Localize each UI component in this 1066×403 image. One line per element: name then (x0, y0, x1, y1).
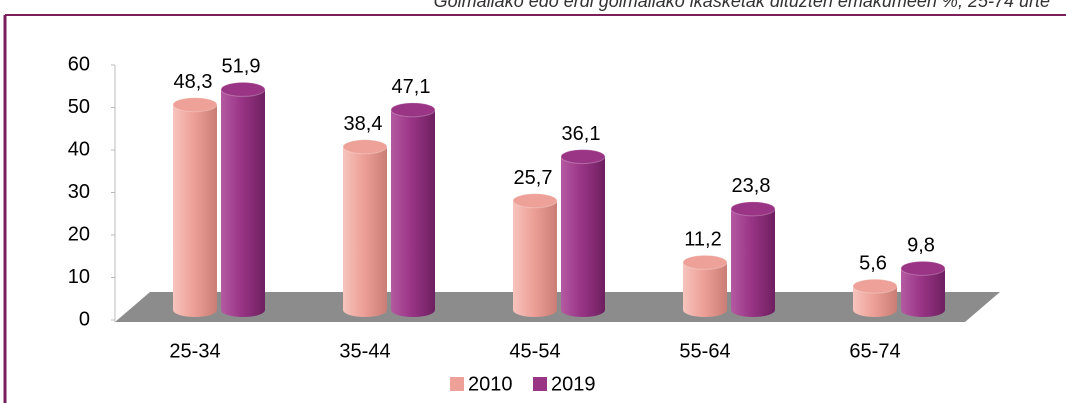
value-label: 47,1 (392, 76, 431, 98)
bar (560, 149, 606, 317)
x-tick-label: 65-74 (849, 340, 900, 362)
bar-top (390, 102, 436, 118)
y-tick-label: 0 (79, 308, 90, 330)
y-tick-label: 10 (68, 266, 90, 288)
bar-body (513, 200, 557, 310)
legend-label: 2010 (468, 373, 513, 395)
bar (172, 97, 218, 317)
bar-top (900, 260, 946, 276)
bar-top (342, 139, 388, 155)
legend-swatch (450, 377, 464, 391)
bar-top (730, 201, 776, 217)
bar (852, 278, 898, 317)
x-tick-label: 45-54 (509, 340, 560, 362)
bar-body (343, 146, 387, 310)
bar-top (852, 278, 898, 294)
y-tick-label: 50 (68, 96, 90, 118)
x-tick-label: 55-64 (679, 340, 730, 362)
bar-body (683, 262, 727, 310)
bar-body (561, 156, 605, 310)
value-label: 51,9 (222, 56, 261, 78)
y-tick-label: 20 (68, 223, 90, 245)
bar-top (512, 193, 558, 209)
value-label: 11,2 (684, 229, 721, 251)
bar-top (172, 97, 218, 113)
bar-top (220, 81, 266, 97)
bar (900, 260, 946, 317)
legend-label: 2019 (551, 373, 596, 395)
y-tick-label: 60 (68, 53, 90, 75)
value-label: 48,3 (174, 71, 213, 93)
bar-top (560, 149, 606, 165)
x-tick-label: 25-34 (169, 340, 220, 362)
bar (730, 201, 776, 317)
floor (115, 292, 1000, 322)
bar-top (682, 254, 728, 270)
y-tick-label: 30 (68, 181, 90, 203)
bar (682, 254, 728, 317)
bar (342, 139, 388, 317)
bar-body (391, 109, 435, 310)
value-label: 38,4 (344, 113, 383, 135)
bar-body (173, 104, 217, 310)
x-tick-label: 35-44 (339, 340, 390, 362)
value-label: 9,8 (907, 235, 935, 257)
value-label: 36,1 (562, 123, 601, 145)
y-tick-label: 40 (68, 138, 90, 160)
bar-body (221, 89, 265, 310)
legend-swatch (533, 377, 547, 391)
bar (512, 193, 558, 317)
value-label: 5,6 (859, 252, 887, 274)
bar (220, 81, 266, 317)
value-label: 25,7 (514, 167, 553, 189)
bar-body (731, 208, 775, 310)
value-label: 23,8 (732, 175, 771, 197)
bar (390, 102, 436, 317)
chart-title: Goimailako edo erdi goimailako ikasketak… (434, 0, 1050, 11)
